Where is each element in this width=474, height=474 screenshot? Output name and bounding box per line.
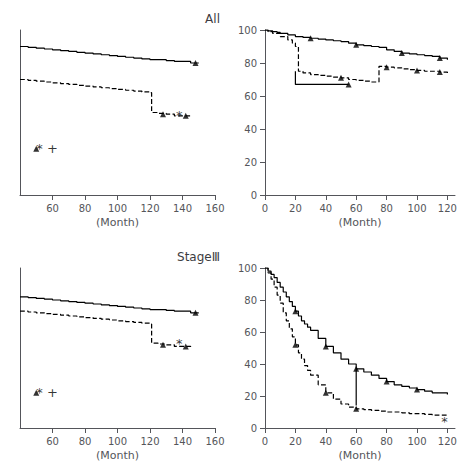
svg-text:0: 0 — [262, 203, 268, 214]
svg-text:20: 20 — [244, 391, 257, 402]
svg-text:100: 100 — [238, 25, 257, 36]
svg-text:80: 80 — [79, 436, 92, 447]
svg-text:20: 20 — [289, 203, 302, 214]
svg-text:120: 120 — [140, 436, 159, 447]
svg-text:40: 40 — [319, 203, 332, 214]
svg-text:100: 100 — [238, 263, 257, 274]
svg-text:StageⅢ: StageⅢ — [177, 250, 220, 264]
svg-text:40: 40 — [244, 124, 257, 135]
svg-text:80: 80 — [244, 58, 257, 69]
svg-text:100: 100 — [108, 436, 127, 447]
svg-text:(Month): (Month) — [338, 216, 381, 229]
svg-text:80: 80 — [244, 295, 257, 306]
svg-text:140: 140 — [173, 203, 192, 214]
svg-text:*: * — [441, 414, 448, 429]
svg-text:*: * — [176, 108, 183, 123]
svg-text:60: 60 — [244, 91, 257, 102]
svg-text:* +: * + — [36, 141, 58, 156]
svg-text:40: 40 — [319, 436, 332, 447]
svg-text:(Month): (Month) — [96, 449, 139, 462]
svg-text:60: 60 — [350, 203, 363, 214]
svg-text:80: 80 — [380, 203, 393, 214]
svg-text:100: 100 — [407, 436, 426, 447]
svg-text:0: 0 — [251, 190, 257, 201]
svg-text:120: 120 — [438, 203, 457, 214]
svg-text:100: 100 — [407, 203, 426, 214]
svg-text:100: 100 — [108, 203, 127, 214]
svg-text:160: 160 — [205, 436, 224, 447]
svg-text:0: 0 — [251, 423, 257, 434]
svg-text:All: All — [205, 12, 220, 26]
svg-text:60: 60 — [46, 203, 59, 214]
svg-text:(Month): (Month) — [96, 216, 139, 229]
svg-text:20: 20 — [289, 436, 302, 447]
svg-text:*: * — [176, 336, 183, 351]
svg-text:80: 80 — [380, 436, 393, 447]
svg-text:40: 40 — [244, 359, 257, 370]
svg-text:140: 140 — [173, 436, 192, 447]
svg-text:(Month): (Month) — [338, 449, 381, 462]
svg-text:120: 120 — [140, 203, 159, 214]
svg-text:120: 120 — [438, 436, 457, 447]
svg-text:20: 20 — [244, 157, 257, 168]
svg-text:160: 160 — [205, 203, 224, 214]
svg-text:60: 60 — [350, 436, 363, 447]
svg-text:60: 60 — [244, 327, 257, 338]
svg-text:80: 80 — [79, 203, 92, 214]
svg-text:* +: * + — [36, 385, 58, 400]
svg-text:0: 0 — [262, 436, 268, 447]
svg-text:60: 60 — [46, 436, 59, 447]
